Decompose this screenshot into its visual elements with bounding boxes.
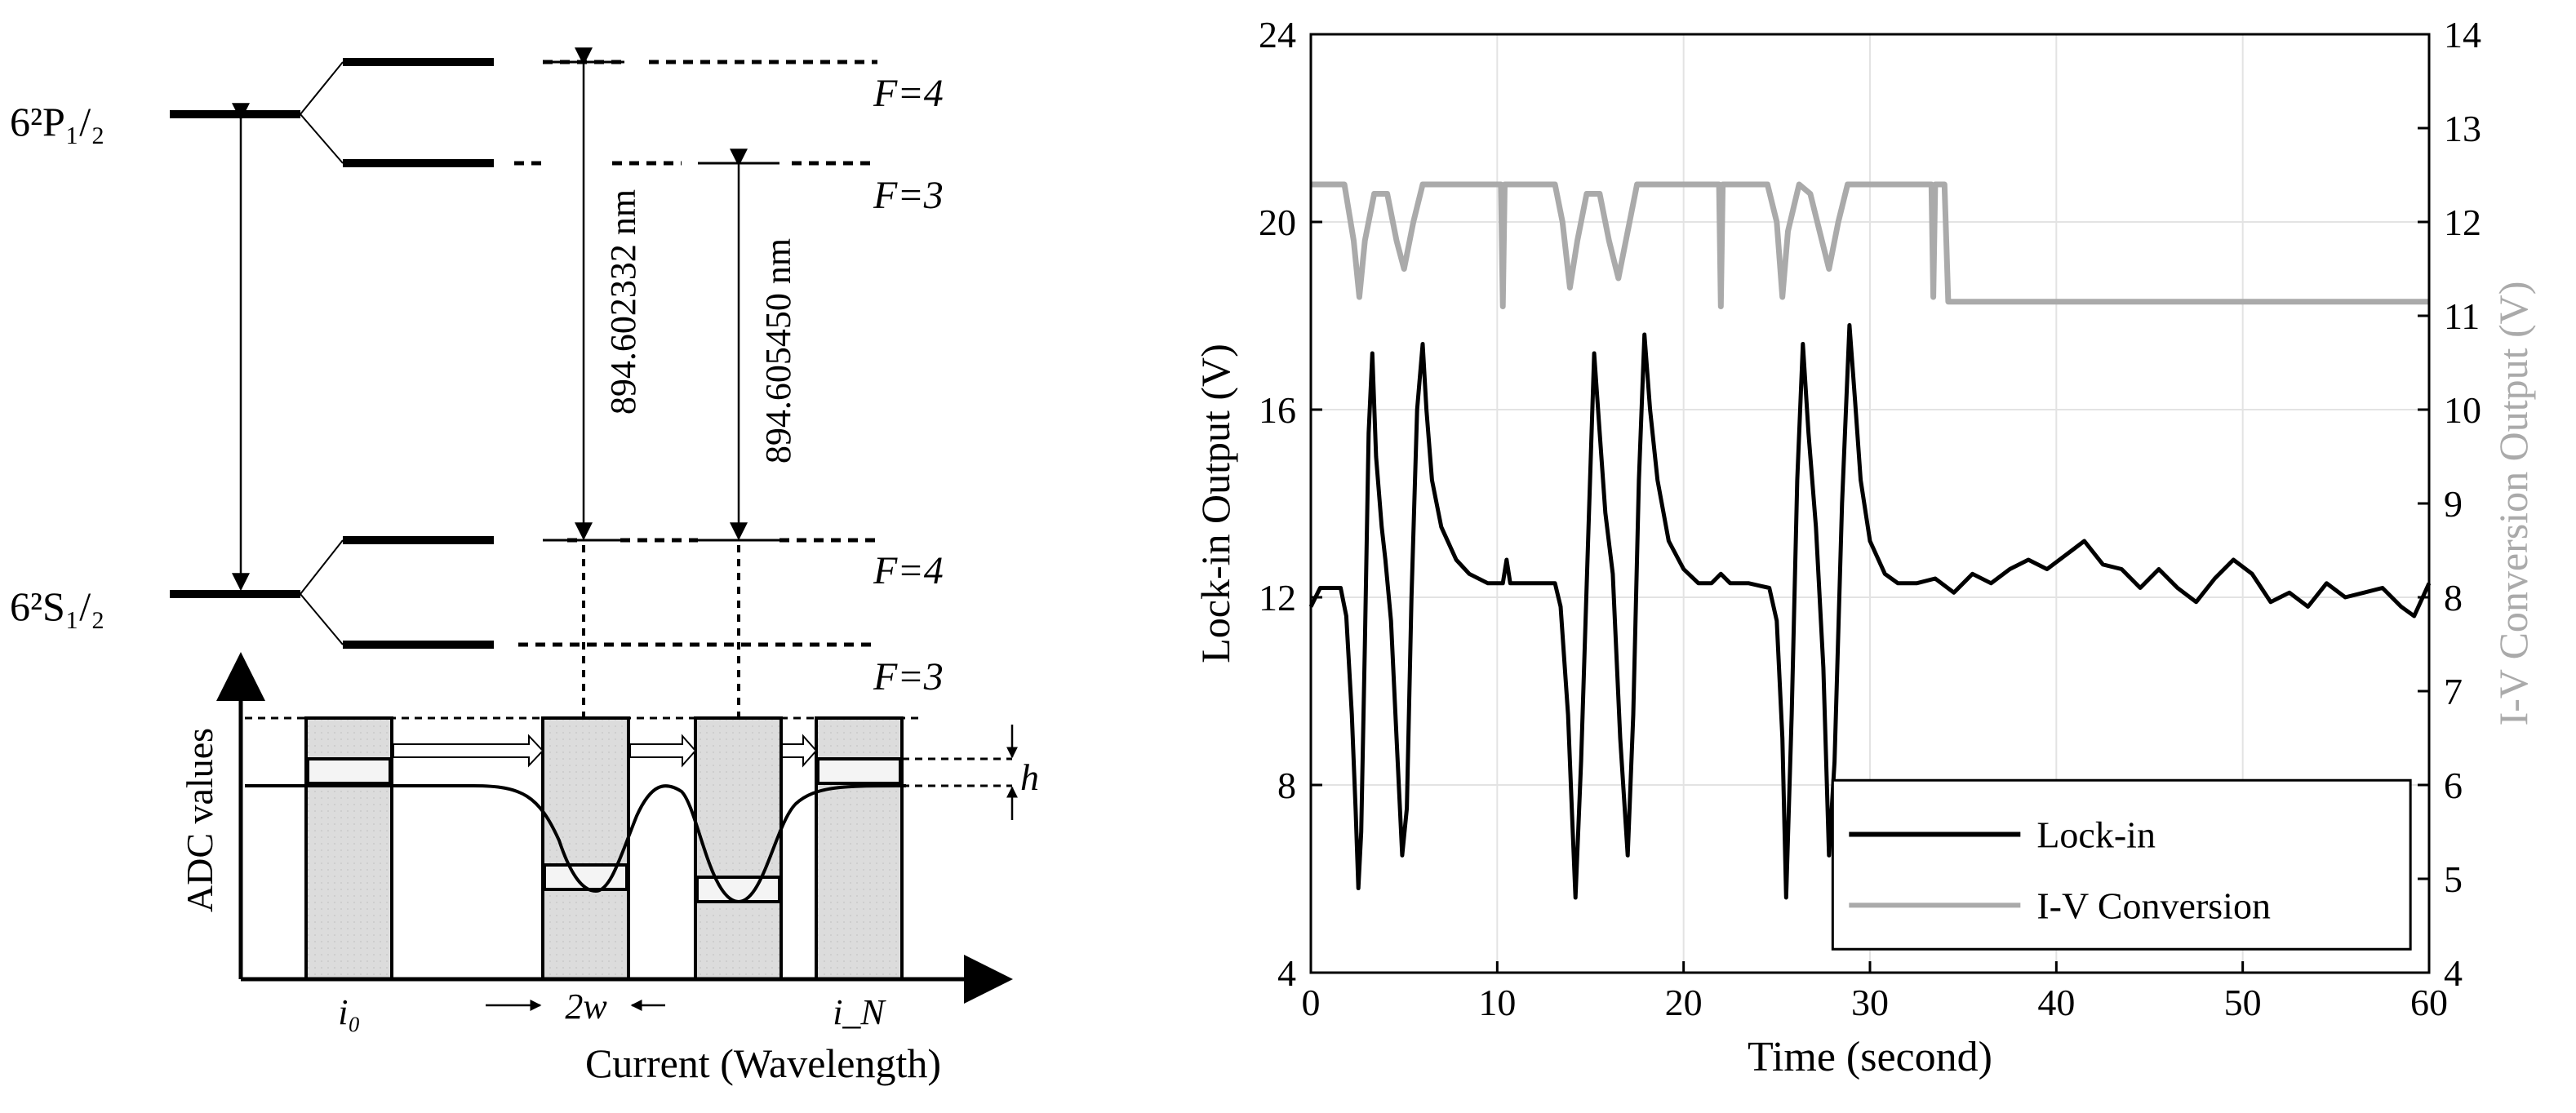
energy-level-diagram: 894.602332 nm 894.605450 nm 6²P₁/₂ 6²S₁/… — [10, 47, 944, 698]
s-f4-label: F=4 — [873, 549, 944, 592]
adc-xlabel: Current (Wavelength) — [585, 1040, 941, 1086]
x-tick-label: 40 — [2037, 982, 2075, 1023]
series-line-lock-in — [1308, 323, 2432, 900]
h-label: h — [1020, 756, 1039, 798]
y2-tick-label: 6 — [2444, 765, 2463, 806]
y-tick-label: 4 — [1277, 952, 1296, 994]
s-state-label: 6²S₁/₂ — [10, 583, 105, 629]
chart-series — [1308, 181, 2432, 900]
bin-dip-2 — [694, 716, 783, 981]
x-tick-label: 30 — [1851, 982, 1889, 1023]
x-tick-label: 20 — [1665, 982, 1703, 1023]
adc-schematic: h ADC values i₀ i_N 2w Current (Waveleng… — [179, 545, 1039, 1086]
x-tick-label: 60 — [2410, 982, 2448, 1023]
y2-tick-label: 5 — [2444, 858, 2463, 900]
tick-iN: i_N — [833, 992, 886, 1032]
y2-tick-label: 10 — [2444, 389, 2481, 431]
y2-tick-label: 12 — [2444, 202, 2481, 243]
y2-tick-label: 4 — [2444, 952, 2463, 994]
y-tick-label: 16 — [1259, 389, 1296, 431]
legend-label-lock-in: Lock-in — [2036, 814, 2156, 855]
series-line-iv-conversion — [1311, 181, 2429, 309]
p-state-label: 6²P₁/₂ — [10, 99, 105, 144]
y-tick-label: 20 — [1259, 202, 1296, 243]
y-axis-label: Lock-in Output (V) — [1193, 344, 1238, 663]
y-tick-label: 24 — [1259, 14, 1296, 55]
tick-i0: i₀ — [338, 992, 361, 1032]
x-axis-label: Time (second) — [1748, 1034, 1992, 1080]
y2-tick-label: 7 — [2444, 671, 2463, 712]
p-f3-label: F=3 — [873, 174, 944, 217]
y2-tick-label: 11 — [2444, 295, 2480, 337]
x-tick-label: 10 — [1478, 982, 1516, 1023]
legend-box — [1831, 778, 2412, 951]
transition-label-2: 894.605450 nm — [758, 238, 798, 463]
legend-label-iv-conversion: I-V Conversion — [2036, 885, 2271, 926]
y2-tick-label: 14 — [2444, 14, 2481, 55]
adc-ylabel: ADC values — [179, 728, 220, 912]
shift-arrows — [393, 734, 818, 768]
y-tick-label: 12 — [1259, 577, 1296, 619]
bin-dip-1 — [541, 716, 630, 981]
x-tick-label: 50 — [2224, 982, 2262, 1023]
lockin-chart: 0 10 20 30 40 50 6048121620244567891011121314 … — [1193, 14, 2536, 1080]
p-f4-label: F=4 — [873, 72, 944, 115]
y-tick-label: 8 — [1277, 765, 1296, 806]
transition-label-1: 894.602332 nm — [603, 189, 643, 415]
adc-signal-curve — [245, 783, 907, 904]
width-label: 2w — [565, 987, 607, 1027]
y2-tick-label: 13 — [2444, 108, 2481, 149]
chart-legend: Lock-in I-V Conversion — [1831, 778, 2412, 951]
y2-axis-label: I-V Conversion Output (V) — [2490, 282, 2536, 726]
y2-tick-label: 9 — [2444, 483, 2463, 525]
x-tick-label: 0 — [1302, 982, 1321, 1023]
s-f3-label: F=3 — [873, 655, 944, 698]
y2-tick-label: 8 — [2444, 577, 2463, 619]
